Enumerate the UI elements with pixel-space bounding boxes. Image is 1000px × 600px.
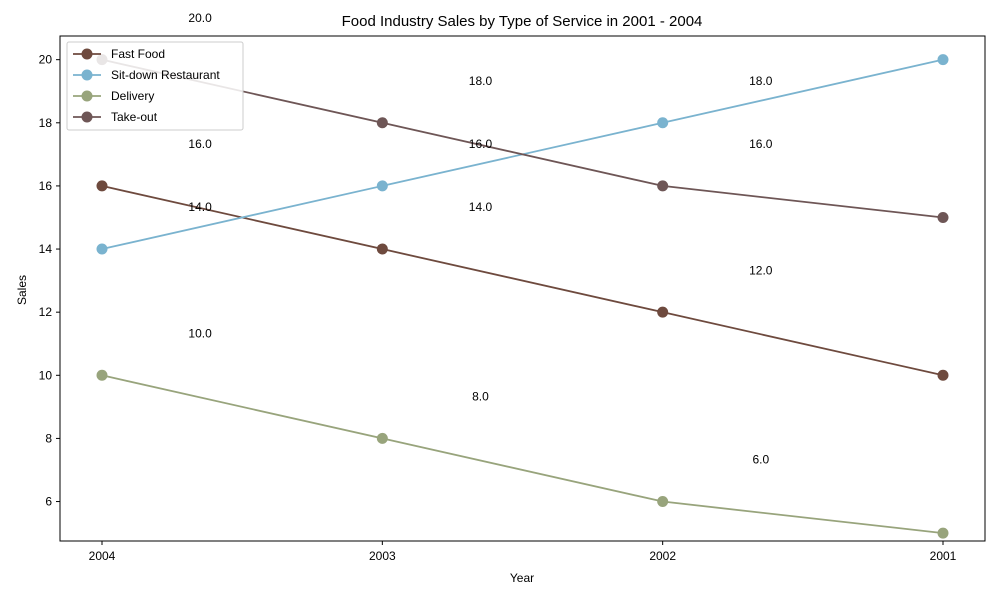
data-label: 16.0 — [749, 137, 773, 151]
data-label: 18.0 — [469, 74, 493, 88]
y-tick-label: 20 — [39, 53, 53, 67]
legend-marker — [81, 69, 93, 81]
data-point — [657, 496, 669, 508]
legend-marker — [81, 48, 93, 60]
data-point — [937, 211, 949, 223]
legend-label: Fast Food — [111, 47, 165, 61]
legend: Fast Food Sit-down Restaurant Delivery Take… — [66, 41, 244, 131]
y-tick-label: 12 — [39, 305, 53, 319]
y-tick-label: 10 — [39, 368, 53, 382]
data-point — [657, 117, 669, 129]
legend-marker — [81, 90, 93, 102]
data-point — [96, 180, 108, 192]
data-point — [376, 117, 388, 129]
data-labels: 20.0 16.0 14.0 10.0 18.0 16.0 14.0 8.0 18.0 16.0 1… — [188, 11, 772, 467]
data-point — [376, 432, 388, 444]
y-tick-label: 6 — [45, 495, 52, 509]
data-label: 18.0 — [749, 74, 773, 88]
y-tick-label: 16 — [39, 179, 53, 193]
legend-label: Take-out — [111, 110, 158, 124]
data-point — [376, 180, 388, 192]
x-tick-label: 2001 — [930, 549, 957, 563]
data-label: 14.0 — [469, 200, 493, 214]
series-fast-food — [96, 180, 949, 381]
legend-item: Take-out — [73, 110, 158, 124]
y-tick-label: 18 — [39, 116, 53, 130]
data-point — [657, 306, 669, 318]
x-axis-label: Year — [510, 571, 534, 585]
y-tick-label: 14 — [39, 242, 53, 256]
data-label: 20.0 — [188, 11, 212, 25]
data-point — [937, 54, 949, 66]
data-label: 10.0 — [188, 326, 212, 340]
data-point — [937, 369, 949, 381]
data-label: 8.0 — [472, 390, 489, 404]
chart-title: Food Industry Sales by Type of Service i… — [342, 13, 703, 30]
series-line — [101, 374, 944, 535]
legend-item: Delivery — [73, 89, 154, 103]
legend-label: Delivery — [111, 89, 154, 103]
data-point — [937, 527, 949, 539]
legend-box — [66, 41, 244, 131]
legend-marker — [81, 111, 93, 123]
y-axis: 6 8 10 12 14 16 18 20 — [39, 53, 60, 509]
data-point — [96, 369, 108, 381]
data-label: 16.0 — [469, 137, 493, 151]
series-delivery — [96, 369, 949, 539]
x-tick-label: 2004 — [89, 549, 116, 563]
data-label: 12.0 — [749, 263, 773, 277]
series-line — [101, 185, 944, 377]
y-axis-label: Sales — [15, 275, 29, 305]
data-point — [376, 243, 388, 255]
legend-item: Fast Food — [73, 47, 165, 61]
data-label: 16.0 — [188, 137, 212, 151]
x-tick-label: 2003 — [369, 549, 396, 563]
legend-item: Sit-down Restaurant — [73, 68, 220, 82]
legend-label: Sit-down Restaurant — [111, 68, 220, 82]
x-tick-label: 2002 — [649, 549, 676, 563]
y-tick-label: 8 — [45, 431, 52, 445]
data-label: 14.0 — [188, 200, 212, 214]
x-axis: 2004 2003 2002 2001 — [89, 541, 957, 563]
data-label: 6.0 — [752, 453, 769, 467]
data-point — [96, 243, 108, 255]
plot-frame — [59, 35, 986, 542]
data-point — [657, 180, 669, 192]
